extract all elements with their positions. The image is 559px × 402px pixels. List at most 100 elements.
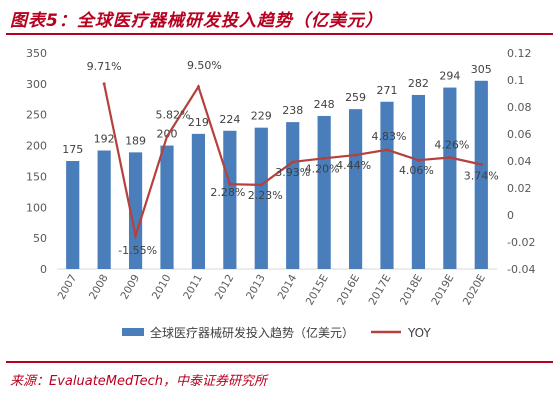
bar-value-label: 271 <box>377 84 398 97</box>
right-tick-label: 0 <box>507 209 514 222</box>
x-tick-label: 2008 <box>87 273 111 302</box>
right-tick-label: 0.1 <box>507 74 525 87</box>
bar-value-label: 248 <box>314 98 335 111</box>
x-tick-label: 2015E <box>304 273 331 308</box>
right-tick-label: 0.06 <box>507 128 532 141</box>
yoy-point <box>385 148 389 152</box>
x-tick-label: 2007 <box>56 273 80 302</box>
bar-value-label: 219 <box>188 116 209 129</box>
yoy-value-label: -1.55% <box>118 244 157 257</box>
legend-label-bar: 全球医疗器械研发投入趋势（亿美元） <box>150 325 354 340</box>
right-tick-label: -0.04 <box>507 263 535 276</box>
yoy-point <box>291 160 295 164</box>
chart-title: 图表5：全球医疗器械研发投入趋势（亿美元） <box>10 11 383 31</box>
bar-value-label: 259 <box>345 91 366 104</box>
right-tick-label: 0.08 <box>507 101 532 114</box>
right-tick-label: 0.12 <box>507 47 532 60</box>
yoy-point <box>165 134 169 138</box>
yoy-point <box>196 85 200 89</box>
yoy-point <box>228 182 232 186</box>
bar-value-label: 175 <box>62 143 83 156</box>
yoy-series: 9.71% -1.55% 5.82% 9.50% 2.28% 2.23% 3.93%4.20… <box>87 59 499 257</box>
x-tick-label: 2017E <box>367 273 394 308</box>
left-tick-label: 50 <box>33 232 47 245</box>
right-tick-label: 0.02 <box>507 182 532 195</box>
bar-value-label: 282 <box>408 77 429 90</box>
bar <box>223 130 237 269</box>
bar <box>66 161 80 269</box>
right-axis: -0.04 -0.02 0 0.02 0.04 0.06 0.08 0.1 0.12 <box>507 47 535 276</box>
yoy-value-label: 4.20% <box>305 162 340 175</box>
bar <box>97 150 111 269</box>
x-tick-label: 2009 <box>118 273 142 302</box>
bar-value-label: 238 <box>282 104 303 117</box>
yoy-point <box>354 153 358 157</box>
yoy-value-label: 5.82% <box>156 108 191 121</box>
bar <box>254 127 268 269</box>
yoy-point <box>448 155 452 159</box>
left-tick-label: 0 <box>40 263 47 276</box>
left-tick-label: 150 <box>26 170 47 183</box>
x-tick-label: 2019E <box>429 273 456 308</box>
bar <box>348 109 363 269</box>
x-tick-label: 2018E <box>398 273 425 308</box>
yoy-value-label: 3.74% <box>464 170 499 183</box>
left-tick-label: 300 <box>26 78 47 91</box>
x-tick-label: 2012 <box>213 273 237 302</box>
left-tick-label: 350 <box>26 47 47 60</box>
bar-value-label: 305 <box>471 63 492 76</box>
legend: 全球医疗器械研发投入趋势（亿美元） YOY <box>122 325 431 340</box>
yoy-value-label: 4.44% <box>336 159 371 172</box>
footer-divider <box>6 361 553 363</box>
bar <box>411 94 426 269</box>
yoy-point <box>416 158 420 162</box>
bar-value-label: 294 <box>439 70 460 83</box>
x-tick-label: 2016E <box>335 273 362 308</box>
x-axis: 2007 2008 2009 2010 2011 2012 2013 2014 2015E 201… <box>56 268 497 308</box>
left-axis: 0 50 100 150 200 250 300 350 <box>26 47 47 276</box>
bar-value-label: 200 <box>157 128 178 141</box>
right-tick-label: -0.02 <box>507 236 535 249</box>
bar <box>317 115 331 269</box>
yoy-value-label: 2.28% <box>210 186 245 199</box>
left-tick-label: 100 <box>26 201 47 214</box>
right-tick-label: 0.04 <box>507 155 532 168</box>
yoy-value-label: 4.83% <box>372 130 407 143</box>
bar-series: 175 192 189 200 219 224 229 238 248 259 271 282 294 3… <box>62 63 492 270</box>
yoy-value-label: 3.93% <box>275 166 310 179</box>
yoy-value-label: 2.23% <box>248 189 283 202</box>
yoy-point <box>102 82 106 86</box>
yoy-point <box>479 163 483 167</box>
title-divider <box>6 33 553 35</box>
yoy-point <box>322 156 326 160</box>
bar-value-label: 229 <box>251 110 272 123</box>
yoy-point <box>259 183 263 187</box>
bar <box>286 122 300 270</box>
bar <box>160 145 174 269</box>
yoy-value-label: 9.50% <box>187 59 222 72</box>
legend-swatch-bar <box>122 328 144 336</box>
bar <box>380 101 394 269</box>
chart: 0 50 100 150 200 250 300 350 -0.04 -0.02 0 0.02 0.0… <box>26 47 535 340</box>
x-tick-label: 2020E <box>461 273 488 308</box>
left-tick-label: 200 <box>26 140 47 153</box>
left-tick-label: 250 <box>26 109 47 122</box>
bar-value-label: 224 <box>219 113 240 126</box>
bar <box>474 80 488 269</box>
title-bar: 图表5：全球医疗器械研发投入趋势（亿美元） <box>0 0 559 38</box>
legend-label-line: YOY <box>407 326 431 340</box>
bar <box>443 87 457 269</box>
yoy-value-label: 4.26% <box>434 138 469 151</box>
bar-value-label: 192 <box>94 133 115 146</box>
bar <box>191 133 206 269</box>
yoy-value-label: 9.71% <box>87 60 122 73</box>
x-tick-label: 2011 <box>181 273 205 302</box>
bar <box>128 152 143 269</box>
x-tick-label: 2010 <box>150 273 174 302</box>
x-tick-label: 2014 <box>276 272 300 301</box>
yoy-value-label: 4.06% <box>399 164 434 177</box>
yoy-point <box>134 234 138 238</box>
source-note: 来源：EvaluateMedTech，中泰证券研究所 <box>10 374 267 389</box>
bar-value-label: 189 <box>125 134 146 147</box>
x-tick-label: 2013 <box>244 273 268 302</box>
